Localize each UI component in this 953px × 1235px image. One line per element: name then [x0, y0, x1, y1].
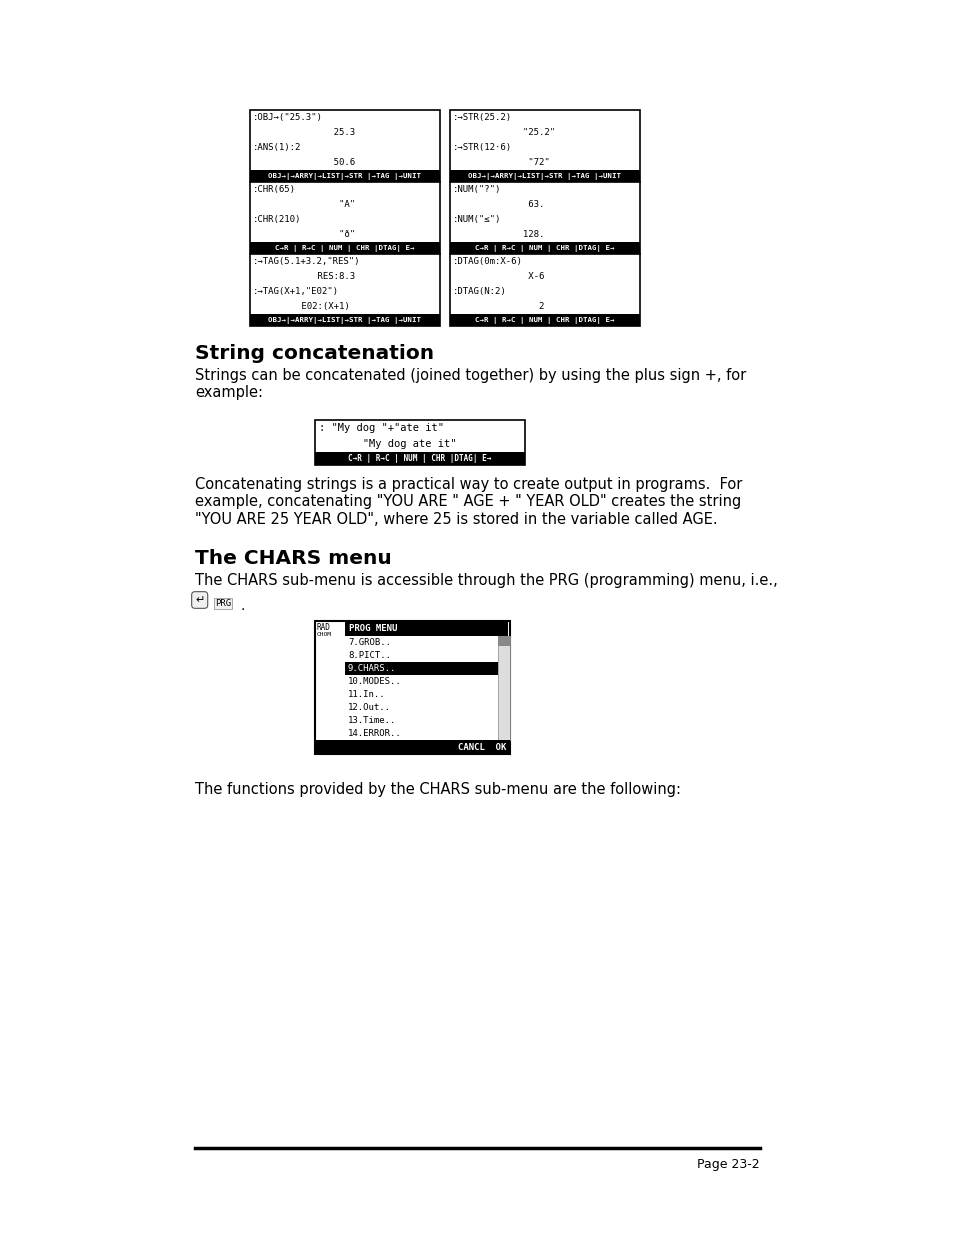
Text: 7.GROB..: 7.GROB.. [348, 638, 391, 647]
Text: 9.CHARS..: 9.CHARS.. [348, 664, 395, 673]
Text: 128.: 128. [453, 230, 544, 240]
Bar [450, 242, 639, 254]
Text: 10.MODES..: 10.MODES.. [348, 677, 401, 685]
Text: :→TAG(X+1,"E02"): :→TAG(X+1,"E02") [253, 287, 338, 296]
Text: :→STR(12·6): :→STR(12·6) [453, 143, 512, 152]
Text: The CHARS sub-menu is accessible through the PRG (programming) menu, i.e.,: The CHARS sub-menu is accessible through… [194, 573, 777, 588]
Text: Page 23-2: Page 23-2 [697, 1158, 760, 1171]
Text: :→STR(25.2): :→STR(25.2) [453, 112, 512, 122]
Text: The CHARS menu: The CHARS menu [194, 550, 392, 568]
Text: : "My dog "+"ate it": : "My dog "+"ate it" [318, 424, 443, 433]
Text: :OBJ→("25.3"): :OBJ→("25.3") [253, 112, 322, 122]
Text: PROG MENU: PROG MENU [349, 624, 397, 634]
Text: C→R | R→C | NUM | CHR |DTAG| E→: C→R | R→C | NUM | CHR |DTAG| E→ [475, 245, 614, 252]
Text: "My dog ate it": "My dog ate it" [318, 438, 456, 450]
Text: :DTAG(0m:X-6): :DTAG(0m:X-6) [453, 257, 522, 266]
Text: "25.2": "25.2" [453, 128, 555, 137]
Bar [250, 110, 439, 182]
Text: OBJ→|→ARRY|→LIST|→STR |→TAG |→UNIT: OBJ→|→ARRY|→LIST|→STR |→TAG |→UNIT [468, 173, 620, 179]
Text: The functions provided by the CHARS sub-menu are the following:: The functions provided by the CHARS sub-… [194, 782, 680, 797]
Bar [314, 420, 524, 466]
Bar [250, 182, 439, 254]
Bar [250, 254, 439, 326]
Bar [250, 170, 439, 182]
Text: "A": "A" [253, 200, 355, 209]
Text: PRG: PRG [214, 599, 231, 608]
Text: CANCL  OK: CANCL OK [457, 742, 505, 752]
Bar [497, 636, 510, 646]
Text: :CHR(65): :CHR(65) [253, 185, 295, 194]
Text: 63.: 63. [453, 200, 544, 209]
Bar [250, 242, 439, 254]
Text: X-6: X-6 [453, 272, 544, 282]
Text: RES:8.3: RES:8.3 [253, 272, 355, 282]
Text: :ANS(1):2: :ANS(1):2 [253, 143, 301, 152]
Text: :→TAG(5.1+3.2,"RES"): :→TAG(5.1+3.2,"RES") [253, 257, 360, 266]
Bar [497, 636, 510, 740]
Bar [314, 621, 510, 755]
Text: 50.6: 50.6 [253, 158, 355, 167]
Text: "ð": "ð" [253, 230, 355, 240]
Text: String concatenation: String concatenation [194, 345, 434, 363]
Text: 25.3: 25.3 [253, 128, 355, 137]
Text: E02:(X+1): E02:(X+1) [253, 303, 350, 311]
Text: OBJ→|→ARRY|→LIST|→STR |→TAG |→UNIT: OBJ→|→ARRY|→LIST|→STR |→TAG |→UNIT [268, 316, 421, 324]
Bar [450, 170, 639, 182]
Bar [450, 254, 639, 326]
Text: C→R | R→C | NUM | CHR |DTAG| E→: C→R | R→C | NUM | CHR |DTAG| E→ [275, 245, 415, 252]
Text: CHOM: CHOM [316, 632, 332, 637]
Bar [345, 662, 497, 676]
Bar [314, 452, 524, 466]
Text: ↵: ↵ [194, 595, 204, 605]
Bar [345, 621, 507, 636]
Text: 8.PICT..: 8.PICT.. [348, 651, 391, 659]
Bar [250, 314, 439, 326]
Text: OBJ→|→ARRY|→LIST|→STR |→TAG |→UNIT: OBJ→|→ARRY|→LIST|→STR |→TAG |→UNIT [268, 173, 421, 179]
Text: :NUM("?"): :NUM("?") [453, 185, 501, 194]
Text: 2: 2 [453, 303, 544, 311]
Text: 14.ERROR..: 14.ERROR.. [348, 729, 401, 739]
Text: :DTAG(N:2): :DTAG(N:2) [453, 287, 506, 296]
Text: 13.Time..: 13.Time.. [348, 716, 395, 725]
Text: RAD: RAD [316, 622, 331, 631]
Bar [314, 740, 510, 755]
Text: Concatenating strings is a practical way to create output in programs.  For
exam: Concatenating strings is a practical way… [194, 477, 741, 527]
Bar [450, 110, 639, 182]
Text: :NUM("≤"): :NUM("≤") [453, 215, 501, 224]
Text: Strings can be concatenated (joined together) by using the plus sign +, for
exam: Strings can be concatenated (joined toge… [194, 368, 745, 400]
Text: "72": "72" [453, 158, 549, 167]
Text: 12.Out..: 12.Out.. [348, 703, 391, 713]
Bar [450, 314, 639, 326]
Text: .: . [241, 599, 245, 613]
Text: C→R | R→C | NUM | CHR |DTAG| E→: C→R | R→C | NUM | CHR |DTAG| E→ [348, 454, 491, 463]
Bar [450, 182, 639, 254]
Text: C→R | R→C | NUM | CHR |DTAG| E→: C→R | R→C | NUM | CHR |DTAG| E→ [475, 316, 614, 324]
Text: :CHR(210): :CHR(210) [253, 215, 301, 224]
Text: 11.In..: 11.In.. [348, 690, 385, 699]
